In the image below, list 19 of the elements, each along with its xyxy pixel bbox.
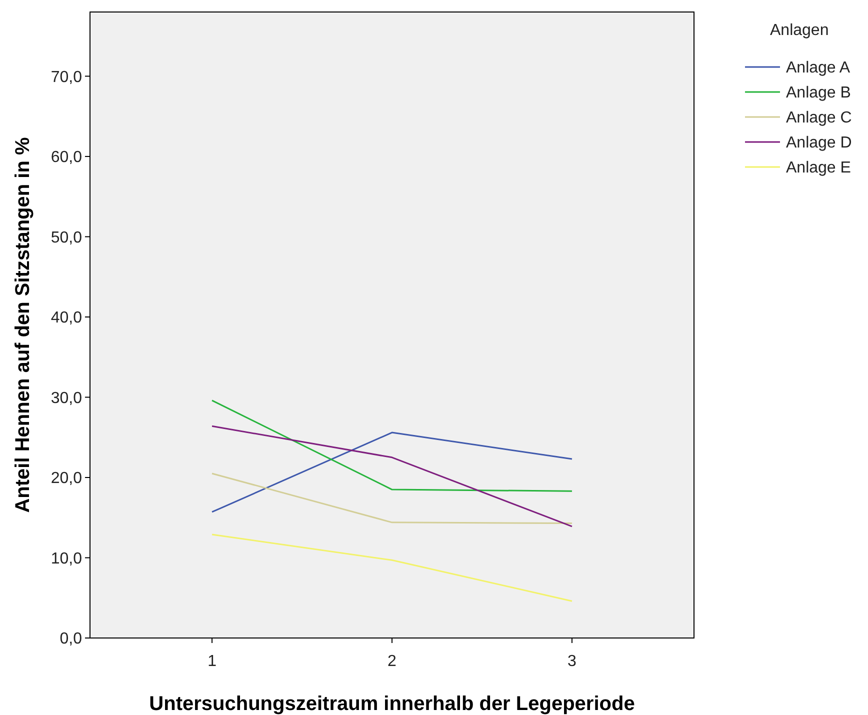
legend-label: Anlage D [786,134,852,152]
y-tick-label: 30,0 [50,390,82,407]
y-tick-label: 60,0 [50,149,82,166]
y-tick-label: 20,0 [50,470,82,488]
x-tick-label: 2 [388,653,397,670]
x-tick-label: 1 [208,653,217,670]
y-tick-label: 50,0 [50,229,82,246]
x-axis-title: Untersuchungszeitraum innerhalb der Legeperiode [149,693,635,715]
y-axis-title: Anteil Hennen auf den Sitzstangen in % [12,136,34,513]
legend-title: Anlagen [770,22,829,39]
y-tick-label: 10,0 [50,550,82,568]
legend-label: Anlage B [786,84,851,102]
x-tick-label: 3 [568,653,577,670]
y-tick-label: 70,0 [50,68,82,86]
legend-label: Anlage C [786,110,852,127]
legend-label: Anlage E [786,160,851,177]
legend-label: Anlage A [786,60,850,77]
y-tick-label: 40,0 [50,310,82,327]
y-tick-label: 0,0 [60,630,82,648]
